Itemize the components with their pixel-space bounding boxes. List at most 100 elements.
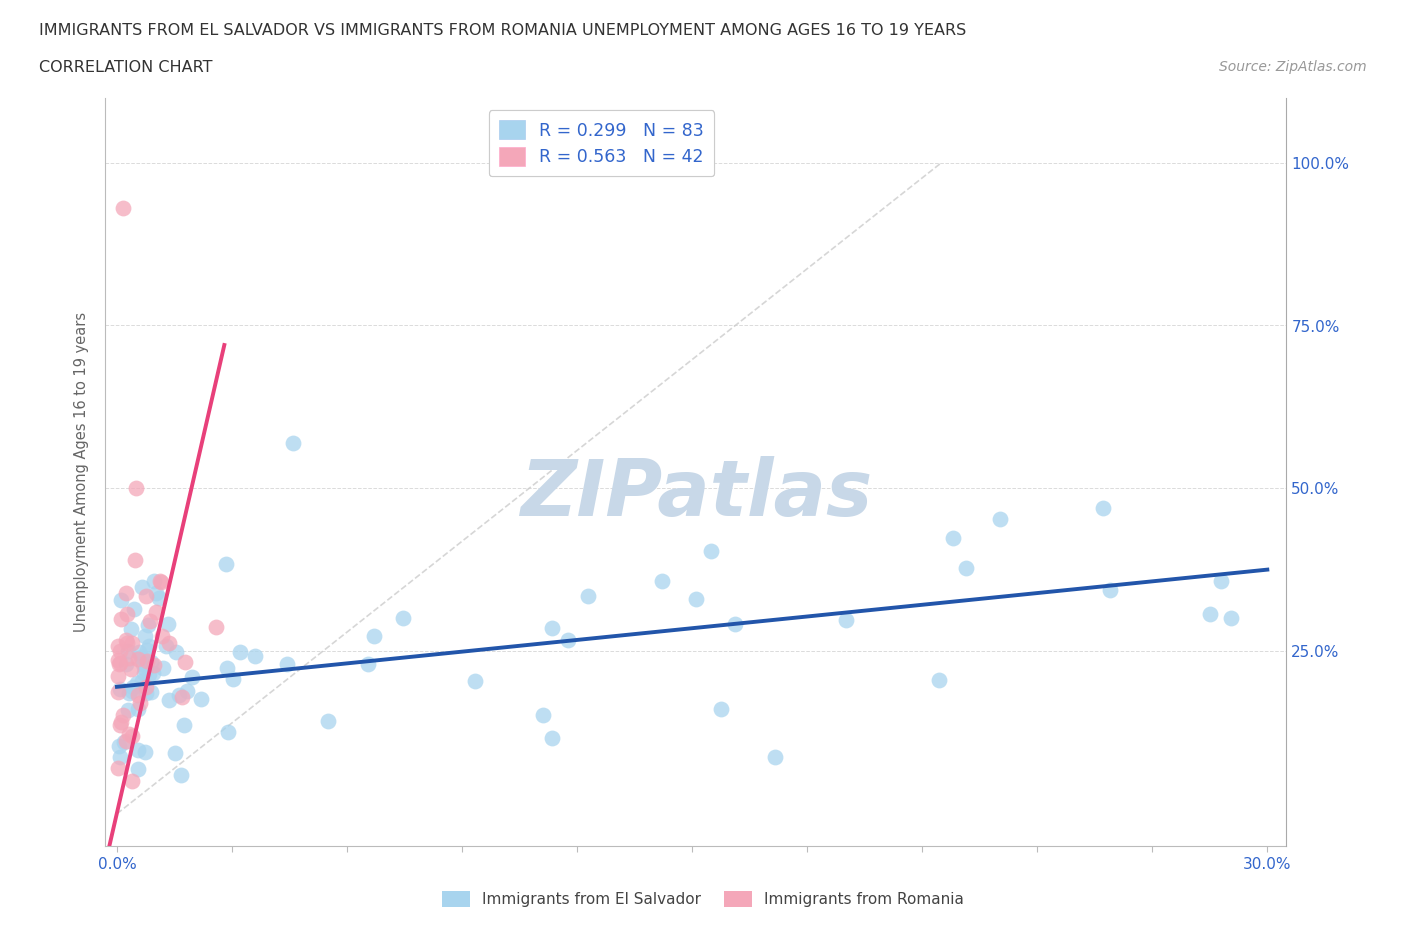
Text: Source: ZipAtlas.com: Source: ZipAtlas.com [1219, 60, 1367, 74]
Point [557, 632, 579, 647]
Point [125, 481, 148, 496]
Point [110, 592, 132, 607]
Point [576, 588, 599, 603]
Point [121, 679, 143, 694]
Point [108, 656, 131, 671]
Point [139, 684, 162, 699]
Point [134, 629, 156, 644]
Point [110, 714, 132, 729]
Point [165, 645, 187, 660]
Text: IMMIGRANTS FROM EL SALVADOR VS IMMIGRANTS FROM ROMANIA UNEMPLOYMENT AMONG AGES 1: IMMIGRANTS FROM EL SALVADOR VS IMMIGRANT… [39, 23, 966, 38]
Point [157, 636, 180, 651]
Point [243, 648, 266, 663]
Point [217, 660, 239, 675]
Point [172, 689, 194, 704]
Point [205, 619, 228, 634]
Point [131, 650, 153, 665]
Point [955, 560, 977, 575]
Point [700, 543, 723, 558]
Point [114, 734, 136, 749]
Point [190, 691, 212, 706]
Point [1220, 610, 1243, 625]
Point [357, 657, 380, 671]
Point [118, 650, 141, 665]
Point [1092, 501, 1115, 516]
Point [145, 604, 167, 619]
Point [110, 750, 132, 764]
Legend: R = 0.299   N = 83, R = 0.563   N = 42: R = 0.299 N = 83, R = 0.563 N = 42 [489, 110, 714, 177]
Point [118, 686, 141, 701]
Point [134, 745, 156, 760]
Point [108, 717, 131, 732]
Point [149, 574, 172, 589]
Point [988, 512, 1011, 526]
Point [142, 658, 165, 672]
Point [685, 591, 707, 606]
Point [156, 617, 179, 631]
Point [131, 657, 153, 671]
Point [121, 635, 143, 650]
Point [276, 657, 298, 671]
Point [134, 661, 156, 676]
Point [142, 574, 165, 589]
Point [165, 746, 187, 761]
Point [117, 702, 139, 717]
Y-axis label: Unemployment Among Ages 16 to 19 years: Unemployment Among Ages 16 to 19 years [75, 312, 90, 632]
Point [127, 687, 149, 702]
Point [111, 201, 134, 216]
Point [222, 671, 245, 686]
Point [107, 761, 129, 776]
Point [834, 613, 856, 628]
Point [139, 655, 162, 670]
Point [174, 655, 197, 670]
Point [928, 672, 950, 687]
Point [149, 575, 172, 590]
Point [120, 622, 142, 637]
Point [148, 590, 170, 604]
Point [107, 669, 129, 684]
Point [176, 684, 198, 698]
Point [127, 762, 149, 777]
Point [138, 614, 160, 629]
Point [127, 702, 149, 717]
Point [363, 629, 385, 644]
Point [121, 774, 143, 789]
Point [124, 552, 146, 567]
Point [724, 617, 747, 631]
Point [132, 665, 155, 680]
Point [229, 644, 252, 659]
Point [107, 653, 129, 668]
Point [112, 708, 135, 723]
Point [115, 586, 138, 601]
Point [107, 639, 129, 654]
Point [150, 629, 173, 644]
Point [127, 743, 149, 758]
Point [115, 657, 138, 671]
Point [464, 673, 486, 688]
Point [121, 684, 143, 698]
Point [281, 435, 304, 450]
Point [120, 662, 142, 677]
Point [763, 750, 786, 764]
Point [131, 580, 153, 595]
Point [141, 666, 163, 681]
Point [128, 644, 150, 659]
Point [1211, 574, 1233, 589]
Point [180, 670, 202, 684]
Point [710, 701, 733, 716]
Point [117, 644, 139, 658]
Point [138, 639, 160, 654]
Point [531, 707, 554, 722]
Point [107, 684, 129, 699]
Point [129, 696, 152, 711]
Point [138, 667, 160, 682]
Point [118, 727, 141, 742]
Point [108, 739, 131, 754]
Text: ZIPatlas: ZIPatlas [520, 457, 872, 533]
Point [173, 718, 195, 733]
Point [121, 728, 143, 743]
Point [145, 585, 167, 600]
Point [124, 601, 146, 616]
Point [108, 644, 131, 658]
Point [117, 635, 139, 650]
